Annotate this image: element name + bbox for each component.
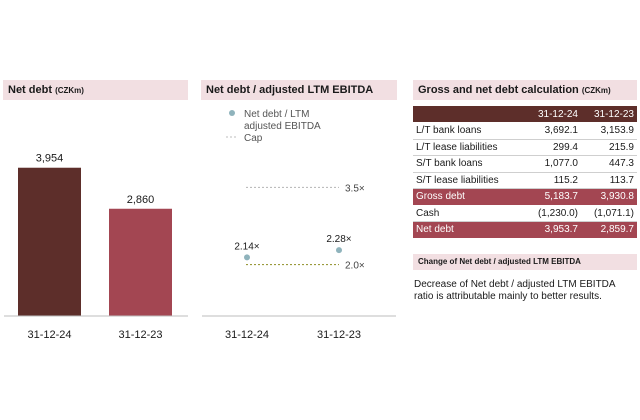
gross-title: Gross and net debt calculation	[418, 84, 579, 96]
net-debt-panel-title: Net debt (CZKm)	[3, 80, 188, 100]
bar-31-12-23	[109, 208, 172, 316]
debt-table: 31-12-24 31-12-23 L/T bank loans 3,692.1 3,1…	[413, 106, 637, 239]
table-row: S/T bank loans 1,077.0 447.3	[413, 155, 637, 173]
row-label: L/T lease liabilities	[413, 139, 525, 156]
row-label: Net debt	[413, 221, 525, 239]
ratio-point-31-12-23	[336, 247, 342, 254]
x-tick-label: 31-12-24	[225, 329, 269, 341]
net-debt-unit: (CZKm)	[55, 86, 84, 95]
table-header-cell	[413, 106, 525, 123]
row-value: 3,953.7	[525, 221, 581, 239]
row-value: 3,153.9	[581, 122, 637, 140]
legend-series-marker	[229, 110, 235, 116]
row-value: 5,183.7	[525, 188, 581, 206]
row-value: 299.4	[525, 139, 581, 156]
table-header-row: 31-12-24 31-12-23	[413, 106, 637, 123]
table-row: Gross debt 5,183.7 3,930.8	[413, 188, 637, 206]
change-title: Change of Net debt / adjusted LTM EBITDA	[413, 254, 637, 270]
row-value: 2,859.7	[581, 221, 637, 239]
table-row: S/T lease liabilities 115.2 113.7	[413, 172, 637, 189]
table-row: Cash (1,230.0) (1,071.1)	[413, 205, 637, 222]
bar-31-12-24	[18, 167, 81, 316]
table-header-cell: 31-12-23	[581, 106, 637, 123]
row-label: S/T lease liabilities	[413, 172, 525, 189]
row-value: (1,071.1)	[581, 205, 637, 222]
x-tick-label: 31-12-24	[27, 329, 71, 341]
row-label: Gross debt	[413, 188, 525, 206]
legend-series-label-1: Net debt / LTM	[244, 109, 309, 120]
x-tick-label: 31-12-23	[118, 329, 162, 341]
ratio-point-31-12-24	[244, 254, 250, 261]
row-value: 3,930.8	[581, 188, 637, 206]
row-value: 113.7	[581, 172, 637, 189]
table-row: Net debt 3,953.7 2,859.7	[413, 221, 637, 239]
net-debt-title: Net debt	[8, 84, 52, 96]
bar-value-label: 2,860	[127, 194, 155, 206]
row-value: 447.3	[581, 155, 637, 173]
cap-label: 2.0×	[345, 261, 365, 272]
ratio-panel-title: Net debt / adjusted LTM EBITDA	[201, 80, 397, 100]
bar-value-label: 3,954	[36, 153, 64, 165]
legend-series-label-2: adjusted EBITDA	[244, 121, 321, 132]
change-text: Decrease of Net debt / adjusted LTM EBIT…	[414, 279, 616, 302]
table-header-cell: 31-12-24	[525, 106, 581, 123]
table-row: L/T bank loans 3,692.1 3,153.9	[413, 122, 637, 140]
cap-label: 3.5×	[345, 183, 365, 194]
row-label: L/T bank loans	[413, 122, 525, 140]
gross-panel-title: Gross and net debt calculation (CZKm)	[413, 80, 637, 100]
legend-cap-label: Cap	[244, 133, 263, 144]
row-value: 115.2	[525, 172, 581, 189]
ratio-title: Net debt / adjusted LTM EBITDA	[206, 84, 374, 96]
ratio-value-label: 2.28×	[326, 234, 351, 245]
net-debt-bar-chart: 3,954 31-12-24 2,860 31-12-23	[4, 153, 188, 341]
table-row: L/T lease liabilities 299.4 215.9	[413, 139, 637, 156]
row-value: (1,230.0)	[525, 205, 581, 222]
row-label: Cash	[413, 205, 525, 222]
row-value: 3,692.1	[525, 122, 581, 140]
row-value: 1,077.0	[525, 155, 581, 173]
x-tick-label: 31-12-23	[317, 329, 361, 341]
row-value: 215.9	[581, 139, 637, 156]
ratio-value-label: 2.14×	[234, 241, 259, 252]
gross-unit: (CZKm)	[581, 86, 611, 95]
row-label: S/T bank loans	[413, 155, 525, 173]
